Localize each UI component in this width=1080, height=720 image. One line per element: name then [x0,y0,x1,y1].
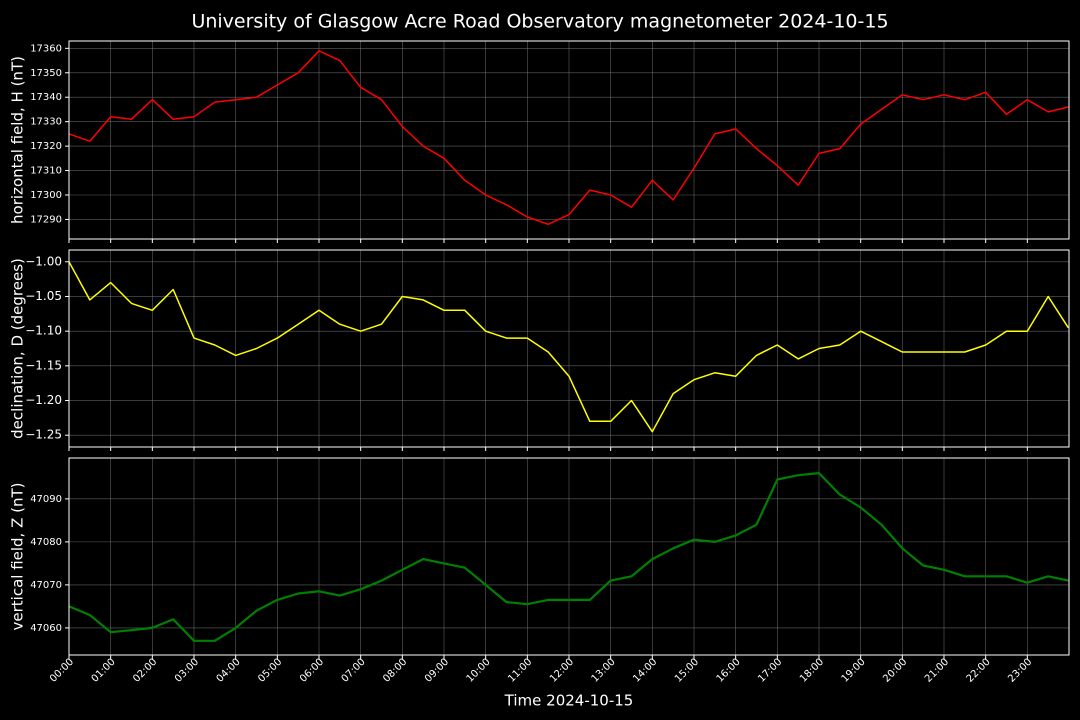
y-tick-label: −1.15 [25,358,62,372]
y-tick-label: 47070 [30,580,62,591]
y-tick-label: 47090 [30,494,62,505]
y-tick-label: 17350 [30,68,62,79]
y-tick-label: −1.20 [25,393,62,407]
data-line [68,472,1069,642]
data-line [68,50,1069,226]
y-tick-label: 17310 [30,166,62,177]
x-axis-label: Time 2024-10-15 [504,692,634,710]
y-tick-label: 47080 [30,537,62,548]
y-tick-label: 17320 [30,141,62,152]
axes-frame [68,40,1070,240]
y-tick-label: −1.00 [25,254,62,268]
chart-title: University of Glasgow Acre Road Observat… [191,11,888,33]
y-tick-label: −1.05 [25,289,62,303]
axes-frame [68,249,1070,448]
y-tick-label: 47060 [30,623,62,634]
y-axis-label: declination, D (degrees) [9,258,27,439]
axes-frame [68,457,1070,656]
data-line [68,261,1069,433]
y-tick-label: 17290 [30,214,62,225]
y-axis-label: horizontal field, H (nT) [9,56,27,224]
y-tick-label: 17330 [30,117,62,128]
y-tick-label: 17360 [30,43,62,54]
y-tick-label: −1.25 [25,428,62,442]
y-tick-label: 17340 [30,92,62,103]
y-tick-label: 17300 [30,190,62,201]
y-tick-label: −1.10 [25,324,62,338]
y-axis-label: vertical field, Z (nT) [9,482,27,630]
